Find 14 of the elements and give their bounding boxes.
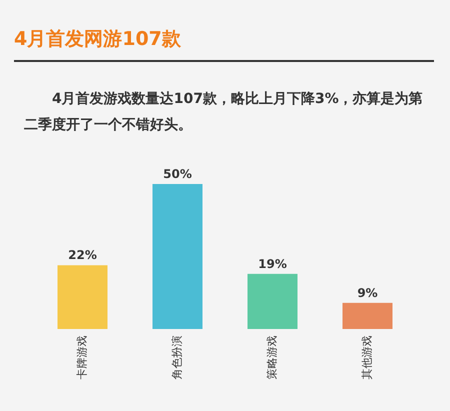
data-label: 22%: [68, 248, 97, 262]
data-label: 9%: [357, 286, 378, 300]
chart-title: 4月首发网游107款: [14, 26, 434, 62]
x-tick-label: 角色扮演: [170, 336, 184, 380]
data-label: 50%: [163, 167, 192, 181]
chart-subtitle: 4月首发游戏数量达107款，略比上月下降3%，亦算是为第二季度开了一个不错好头。: [24, 90, 424, 135]
bar: [248, 274, 298, 329]
x-tick-label: 其他游戏: [360, 336, 374, 380]
x-tick-label: 策略游戏: [266, 336, 278, 380]
bar: [152, 184, 202, 329]
x-tick-label: 卡牌游戏: [76, 336, 88, 380]
bar: [58, 265, 108, 329]
data-label: 19%: [258, 256, 287, 271]
bar: [342, 302, 392, 329]
